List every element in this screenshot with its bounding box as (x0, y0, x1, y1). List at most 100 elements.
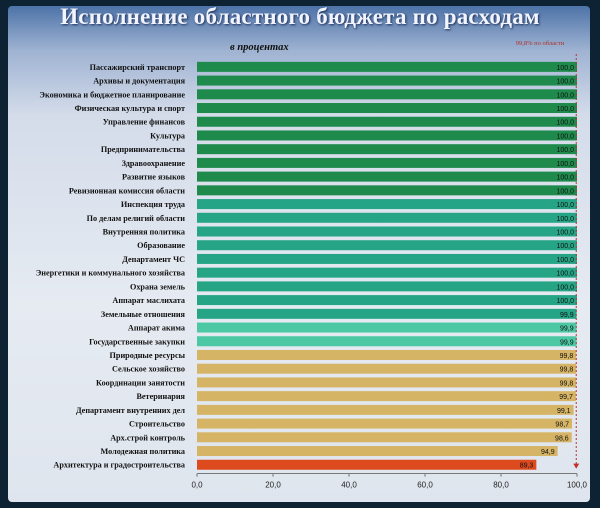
bar (197, 459, 537, 470)
category-label: Ревизионная комиссия области (69, 186, 185, 195)
bar (197, 404, 574, 415)
category-label: Департамент внутренних дел (76, 406, 185, 415)
average-line-label: 99,8% по области (515, 40, 565, 47)
category-label: Арх.строй контроль (110, 433, 185, 442)
bar (197, 308, 577, 319)
bar (197, 253, 577, 264)
data-label: 99,9 (560, 312, 574, 319)
data-label: 99,1 (557, 408, 571, 415)
average-line-marker (573, 463, 580, 469)
category-label: Департамент ЧС (122, 255, 185, 264)
bar (197, 240, 577, 251)
data-label: 100,0 (556, 120, 574, 127)
x-tick-label: 20,0 (265, 481, 281, 490)
data-label: 99,8 (560, 353, 574, 360)
category-label: Культура (150, 131, 185, 140)
data-label: 100,0 (556, 216, 574, 223)
x-tick-label: 80,0 (493, 481, 509, 490)
data-label: 100,0 (556, 257, 574, 264)
category-label: Здравоохранение (122, 159, 186, 168)
data-label: 100,0 (556, 133, 574, 140)
category-label: Координации занятости (96, 378, 185, 387)
category-label: Строительство (129, 420, 185, 429)
data-label: 100,0 (556, 65, 574, 72)
bar (197, 295, 577, 306)
data-label: 100,0 (556, 271, 574, 278)
data-label: 98,7 (555, 422, 569, 429)
data-label: 100,0 (556, 230, 574, 237)
x-tick-label: 0,0 (191, 481, 203, 490)
data-label: 100,0 (556, 175, 574, 182)
x-tick-label: 100,0 (567, 481, 588, 490)
data-label: 100,0 (556, 202, 574, 209)
data-label: 100,0 (556, 79, 574, 86)
category-label: Энергетики и коммунального хозяйства (36, 269, 185, 278)
category-label: По делам религий области (87, 214, 186, 223)
bar (197, 349, 577, 360)
bar (197, 89, 577, 100)
bar (197, 281, 577, 292)
bar (197, 157, 577, 168)
data-label: 100,0 (556, 147, 574, 154)
category-label: Инспекция труда (121, 200, 185, 209)
category-label: Предпринимательства (101, 145, 185, 154)
bar (197, 391, 576, 402)
bar (197, 75, 577, 86)
category-label: Физическая культура и спорт (75, 104, 185, 113)
data-label: 99,9 (560, 326, 574, 333)
category-label: Архитектура и градостроительства (53, 461, 185, 470)
category-label: Архивы и документация (93, 77, 185, 86)
bar (197, 130, 577, 141)
data-label: 100,0 (556, 243, 574, 250)
x-tick-label: 40,0 (341, 481, 357, 490)
data-label: 99,7 (559, 394, 573, 401)
bar (197, 144, 577, 155)
bar (197, 226, 577, 237)
category-label: Управление финансов (103, 118, 186, 127)
data-label: 98,6 (555, 435, 569, 442)
chart-subtitle: в процентах (230, 42, 289, 53)
bar (197, 267, 577, 278)
category-label: Государственные закупки (89, 337, 185, 346)
data-label: 94,9 (541, 449, 555, 456)
category-label: Образование (137, 241, 185, 250)
bar (197, 212, 577, 223)
category-label: Пассажирский транспорт (90, 63, 185, 72)
bar (197, 418, 573, 429)
data-label: 100,0 (556, 284, 574, 291)
data-label: 100,0 (556, 92, 574, 99)
bar (197, 61, 577, 72)
category-label: Природные ресурсы (110, 351, 186, 360)
bar (197, 446, 558, 457)
data-label: 100,0 (556, 298, 574, 305)
category-label: Экономика и бюджетное планирование (39, 90, 185, 99)
data-label: 100,0 (556, 161, 574, 168)
category-label: Молодежная политика (101, 447, 186, 456)
category-label: Аппарат акима (128, 324, 185, 333)
category-label: Охрана земель (130, 282, 186, 291)
category-label: Развитие языков (122, 173, 186, 182)
data-label: 99,8 (560, 380, 574, 387)
data-label: 100,0 (556, 188, 574, 195)
bar (197, 185, 577, 196)
data-label: 100,0 (556, 106, 574, 113)
bar (197, 171, 577, 182)
bar (197, 322, 577, 333)
category-label: Сельское хозяйство (112, 365, 185, 374)
chart-title: Исполнение областного бюджета по расхода… (60, 4, 540, 29)
bar (197, 432, 572, 443)
bar (197, 336, 577, 347)
data-label: 99,8 (560, 367, 574, 374)
data-label: 89,3 (520, 463, 534, 470)
data-label: 99,9 (560, 339, 574, 346)
category-label: Ветеринария (136, 392, 185, 401)
bar (197, 199, 577, 210)
bar (197, 103, 577, 114)
bar (197, 377, 577, 388)
bar (197, 116, 577, 127)
x-tick-label: 60,0 (417, 481, 433, 490)
category-label: Аппарат маслихата (112, 296, 185, 305)
category-label: Земельные отношения (101, 310, 186, 319)
category-label: Внутренняя политика (103, 228, 185, 237)
